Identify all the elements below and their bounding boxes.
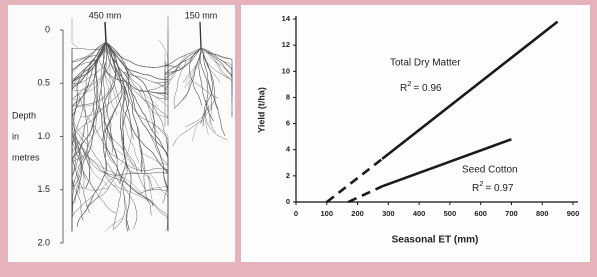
- x-tick-label: 200: [351, 209, 364, 218]
- r2-exp: 2: [479, 179, 483, 188]
- y-tick-label: 8: [286, 92, 290, 101]
- y-tick-label: 2: [286, 171, 290, 180]
- r2-rest: = 0.97: [485, 183, 514, 194]
- x-tick-label: 900: [567, 209, 580, 218]
- column-label: 450 mm: [89, 10, 122, 20]
- r2-base: R: [472, 183, 479, 194]
- x-tick-label: 300: [382, 209, 395, 218]
- y-tick-label: 1.5: [37, 184, 50, 194]
- y-axis-label: Yield (t/ha): [256, 87, 266, 133]
- depth-label: metres: [12, 152, 40, 162]
- x-axis-label: Seasonal ET (mm): [392, 235, 479, 246]
- series-label: Seed Cotton: [462, 165, 518, 176]
- series-label: Total Dry Matter: [390, 58, 461, 69]
- y-tick-label: 0: [286, 197, 290, 206]
- x-tick-label: 600: [474, 209, 487, 218]
- y-tick-label: 14: [282, 14, 291, 23]
- x-tick-label: 0: [294, 209, 298, 218]
- y-tick-label: 10: [282, 66, 290, 75]
- r2-base: R: [400, 83, 407, 94]
- x-tick-label: 700: [505, 209, 518, 218]
- figure: Seasonal ET (mm) Yield (t/ha) 450 mm 150…: [0, 0, 597, 277]
- y-tick-label: 0.5: [37, 78, 50, 88]
- x-tick-label: 100: [321, 209, 334, 218]
- y-tick-label: 6: [286, 119, 290, 128]
- y-tick-label: 0: [45, 24, 50, 34]
- stem: [105, 22, 106, 42]
- y-tick-label: 12: [282, 40, 290, 49]
- x-tick-label: 400: [413, 209, 426, 218]
- r2-rest: = 0.96: [413, 83, 442, 94]
- page: Seasonal ET (mm) Yield (t/ha) 450 mm 150…: [0, 0, 597, 277]
- column-label: 150 mm: [185, 10, 218, 20]
- depth-label: in: [12, 131, 19, 141]
- y-tick-label: 1.0: [37, 131, 50, 141]
- depth-label: Depth: [12, 110, 36, 120]
- r2-exp: 2: [407, 79, 411, 88]
- x-tick-label: 500: [444, 209, 457, 218]
- x-tick-label: 800: [536, 209, 549, 218]
- y-tick-label: 2.0: [37, 237, 50, 247]
